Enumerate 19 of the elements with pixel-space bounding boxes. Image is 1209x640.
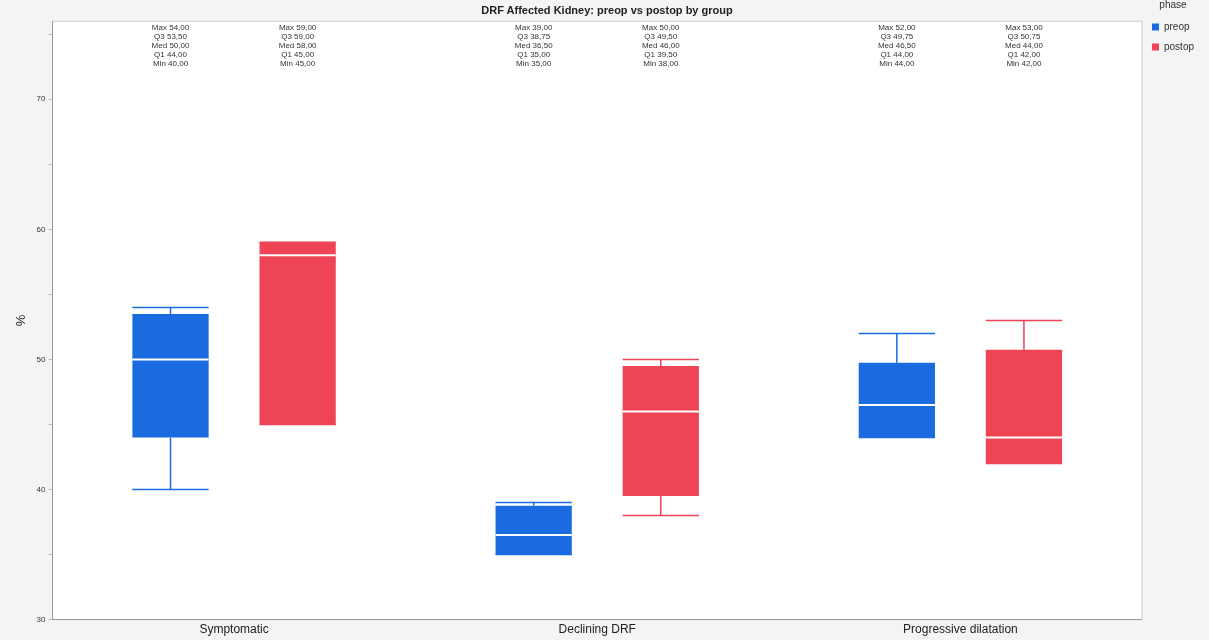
y-axis-title: %	[13, 314, 29, 327]
x-tick-label: Progressive dilatation	[903, 622, 1018, 637]
x-tick-label: Symptomatic	[199, 622, 269, 637]
y-tick-label: 50	[36, 354, 47, 364]
legend-label: preop	[1163, 20, 1190, 32]
annotation: Max 54,00 Q3 53,50 Med 50,00 Q1 44,00 Min 40,00	[151, 23, 190, 69]
annotation: Max 50,00 Q3 49,50 Med 46,00 Q1 39,50 Min 38,00	[641, 23, 681, 69]
annotation: Max 39,00 Q3 38,75 Med 36,50 Q1 35,00 Min 35,00	[514, 23, 554, 69]
y-tick-label: 30	[36, 614, 47, 624]
legend-title: phase	[1159, 0, 1188, 10]
y-tick-label: 70	[36, 94, 47, 104]
y-tick-label: 40	[36, 484, 47, 494]
y-tick-label: 60	[36, 224, 47, 234]
legend-label: postop	[1163, 40, 1195, 52]
annotation: Max 53,00 Q3 50,75 Med 44,00 Q1 42,00 Min 42,00	[1005, 23, 1044, 69]
annotation: Max 52,00 Q3 49,75 Med 46,50 Q1 44,00 Min 44,00	[877, 23, 917, 69]
annotation: Max 59,00 Q3 59,00 Med 58,00 Q1 45,00 Min 45,00	[278, 23, 318, 69]
x-tick-label: Declining DRF	[558, 622, 636, 637]
chart-title: DRF Affected Kidney: preop vs postop by group	[481, 3, 733, 16]
